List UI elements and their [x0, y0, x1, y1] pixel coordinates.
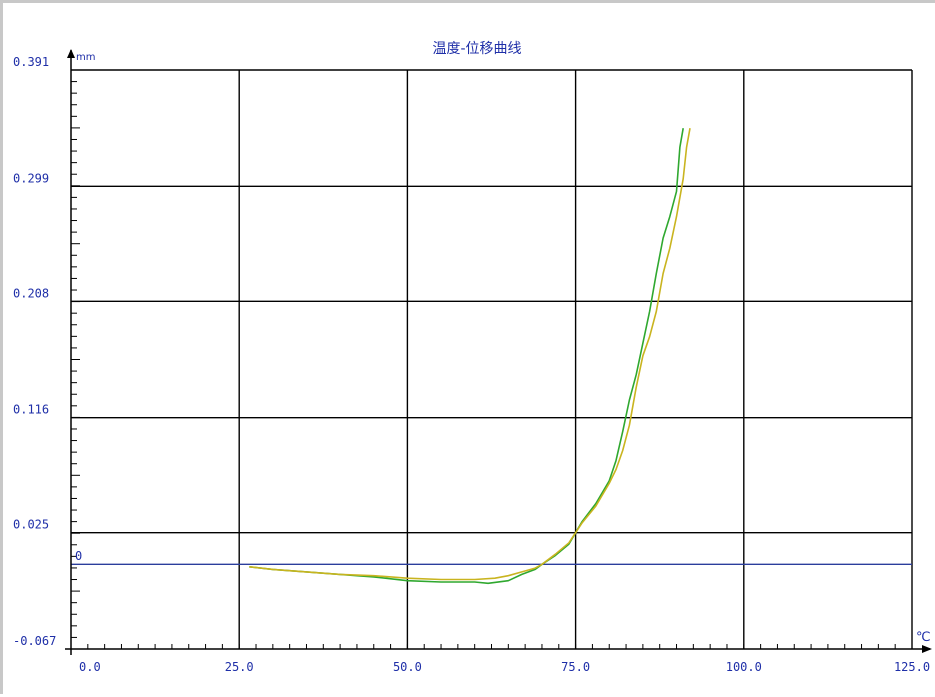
y-tick-label: 0.025: [13, 518, 49, 532]
x-tick-label: 125.0: [894, 660, 930, 674]
zero-line-label: 0: [75, 549, 82, 563]
series-line-2: [249, 128, 691, 581]
chart-title: 温度-位移曲线: [432, 41, 521, 57]
x-tick-label: 100.0: [726, 660, 762, 674]
x-tick-label: 50.0: [393, 660, 422, 674]
x-tick-label: 75.0: [561, 660, 590, 674]
y-tick-label: 0.299: [13, 171, 49, 185]
x-tick-label: 25.0: [225, 660, 254, 674]
y-tick-label: 0.208: [13, 286, 49, 300]
x-axis-unit: ℃: [916, 630, 931, 645]
y-axis-arrow: [67, 49, 75, 58]
y-tick-label: -0.067: [13, 634, 56, 648]
y-tick-label: 0.116: [13, 403, 49, 417]
tick-labels: 0.391 0.299 0.208 0.116 0.025 -0.067 0.0 25.0 50…: [13, 55, 930, 674]
grid-lines: [71, 69, 913, 649]
series-line-1: [249, 128, 684, 585]
temperature-displacement-chart: 0.391 0.299 0.208 0.116 0.025 -0.067 0.0 25.0 50…: [13, 41, 932, 674]
y-axis-unit: mm: [76, 52, 95, 63]
y-tick-label: 0.391: [13, 55, 49, 69]
x-axis-arrow: [922, 645, 932, 653]
axes: [65, 49, 932, 655]
x-tick-label: 0.0: [79, 660, 101, 674]
series-lines: [249, 128, 691, 585]
